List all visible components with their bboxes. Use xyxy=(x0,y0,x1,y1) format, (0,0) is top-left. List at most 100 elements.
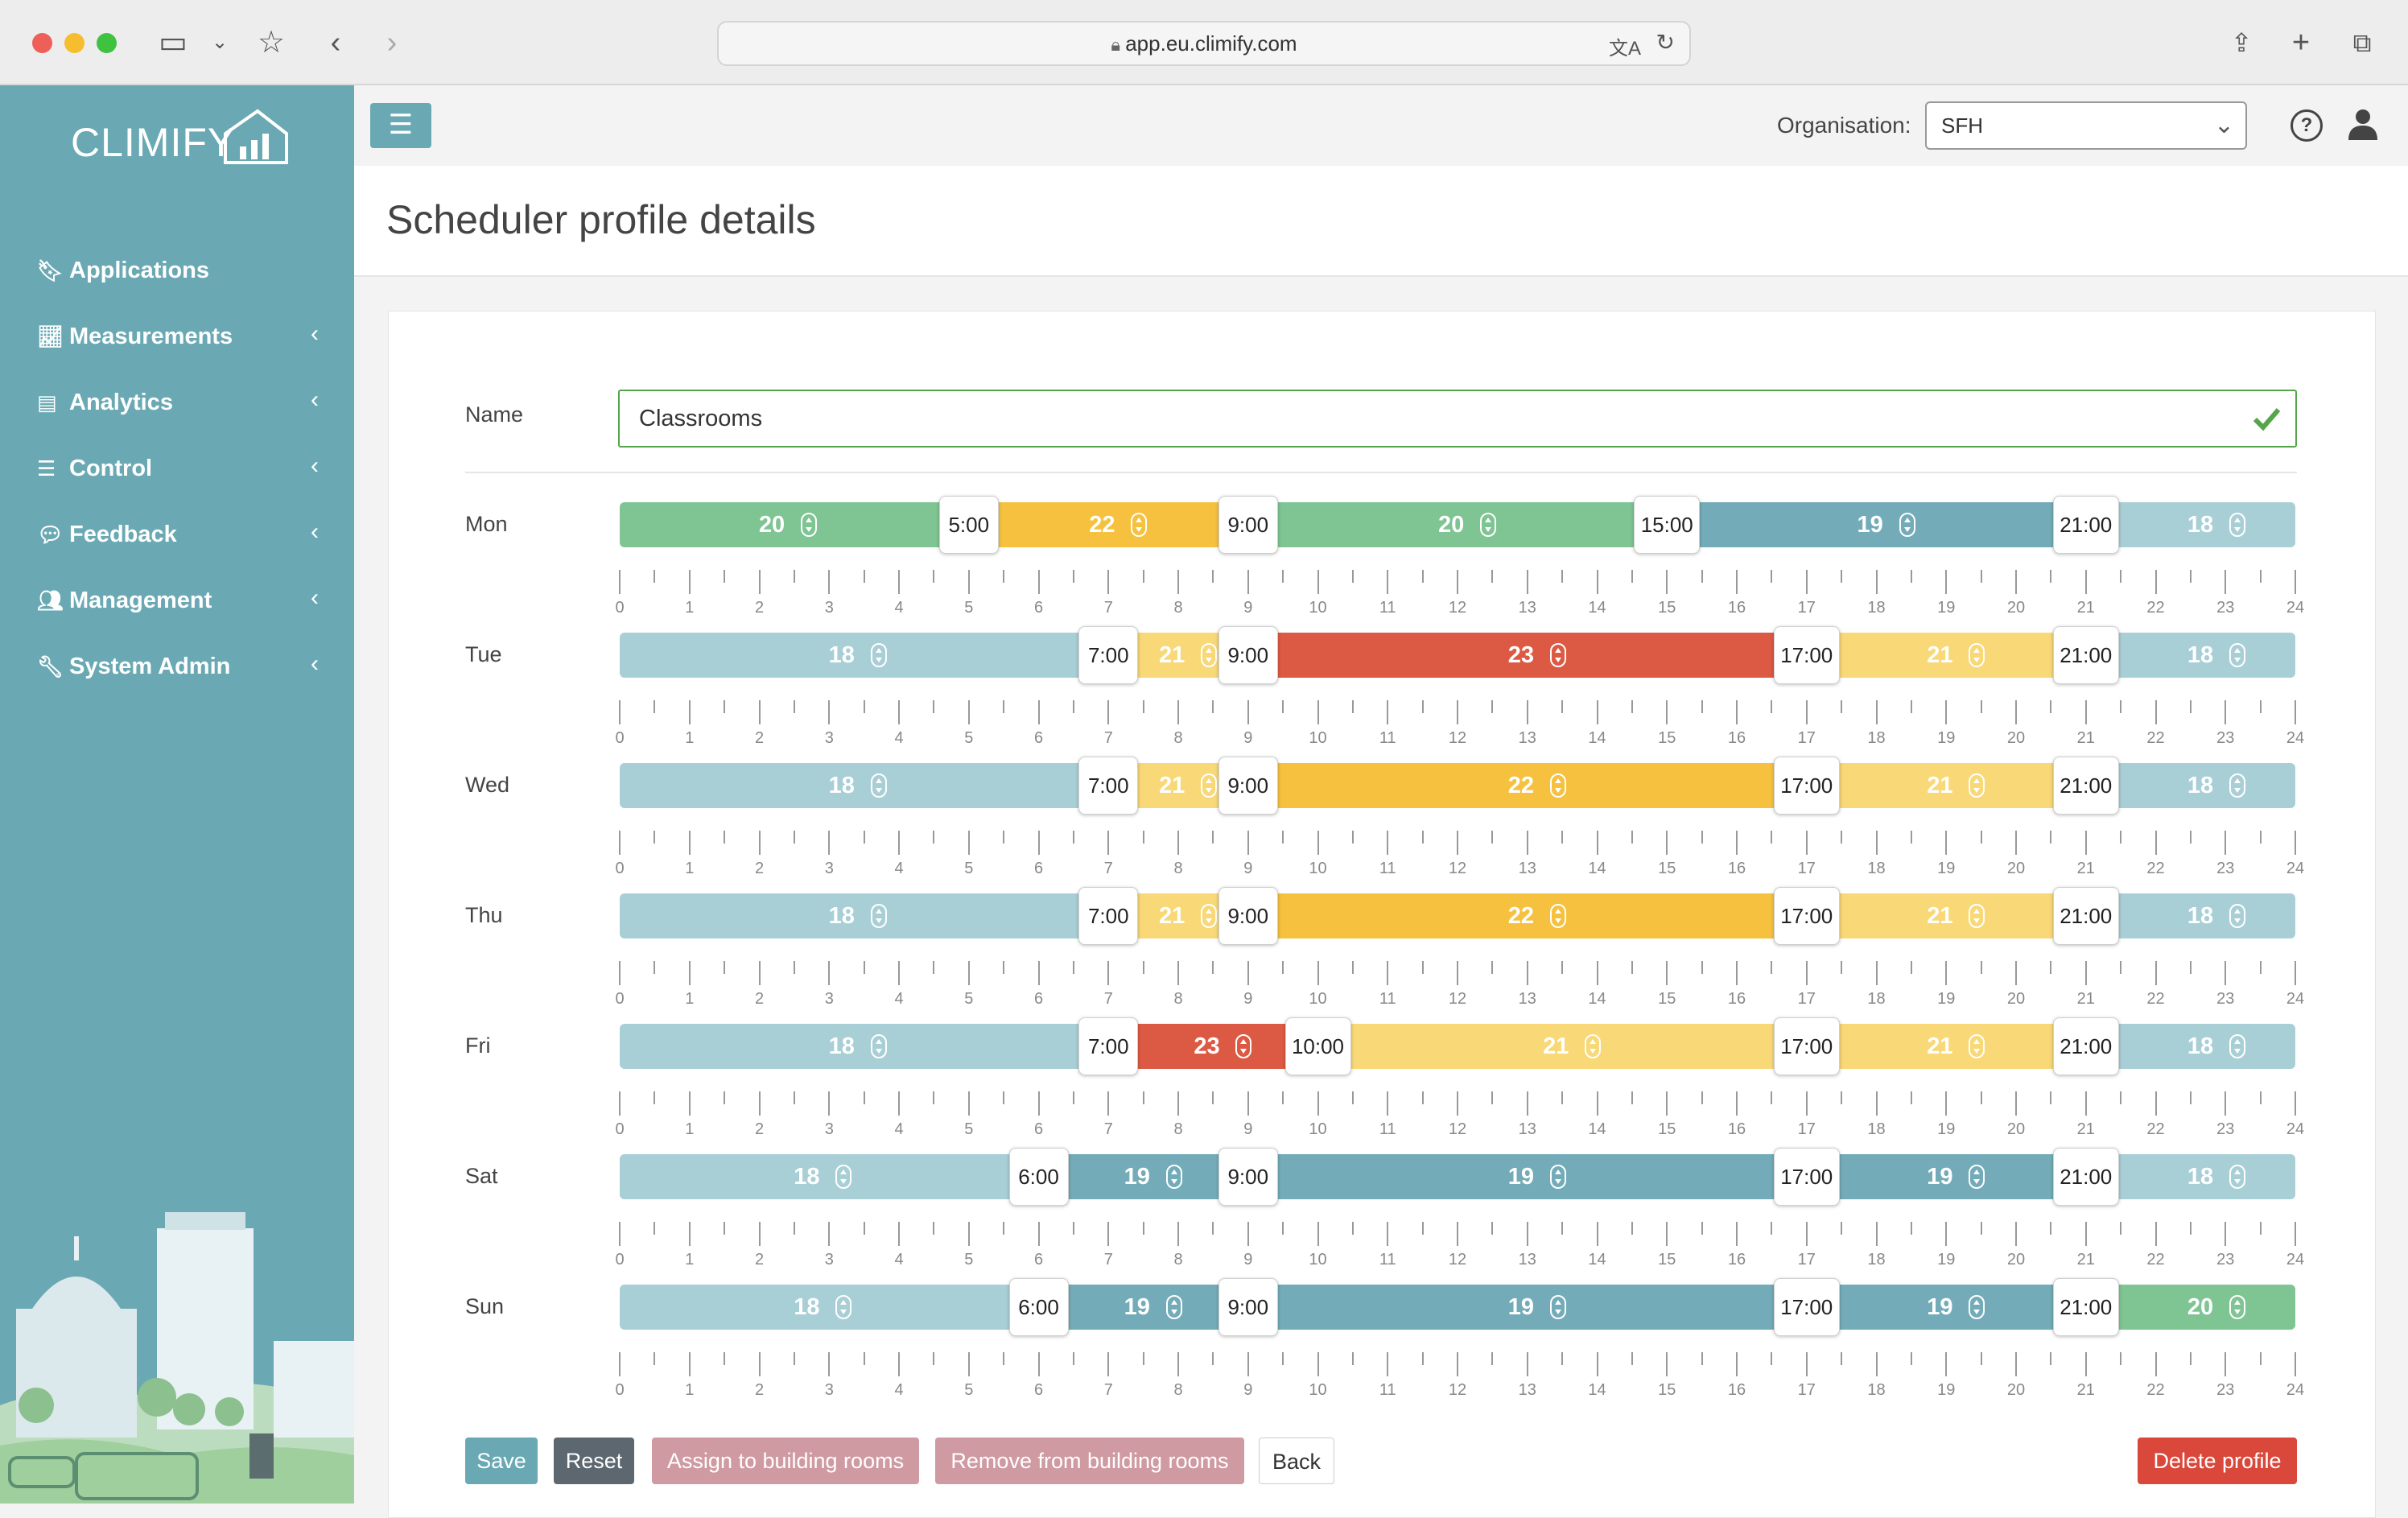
time-handle[interactable]: 21:00 xyxy=(2052,757,2119,815)
temperature-stepper-icon[interactable] xyxy=(1969,643,1985,667)
temperature-stepper-icon[interactable] xyxy=(1549,904,1566,928)
sidebar-item-management[interactable]: 👥︎ Management ‹ xyxy=(37,584,319,613)
time-handle[interactable]: 17:00 xyxy=(1773,626,1840,684)
address-bar[interactable]: 🔒︎ app.eu.climify.com 文A ↻ xyxy=(717,21,1691,66)
schedule-segment[interactable]: 18 xyxy=(2085,502,2295,547)
temperature-stepper-icon[interactable] xyxy=(1131,513,1148,537)
temperature-stepper-icon[interactable] xyxy=(2229,773,2245,798)
sidebar-item-feedback[interactable]: 💬︎ Feedback ‹ xyxy=(37,518,319,547)
temperature-stepper-icon[interactable] xyxy=(1201,904,1217,928)
time-handle[interactable]: 17:00 xyxy=(1773,757,1840,815)
reload-icon[interactable]: ↻ xyxy=(1656,30,1675,55)
time-handle[interactable]: 6:00 xyxy=(1008,1278,1069,1336)
temperature-stepper-icon[interactable] xyxy=(1201,773,1217,798)
schedule-segment[interactable]: 23 xyxy=(1247,633,1807,678)
temperature-stepper-icon[interactable] xyxy=(870,1034,887,1058)
schedule-segment[interactable]: 18 xyxy=(620,1285,1039,1330)
time-handle[interactable]: 17:00 xyxy=(1773,1148,1840,1206)
time-handle[interactable]: 6:00 xyxy=(1008,1148,1069,1206)
temperature-stepper-icon[interactable] xyxy=(870,773,887,798)
schedule-segment[interactable]: 18 xyxy=(2085,1024,2295,1069)
time-handle[interactable]: 9:00 xyxy=(1218,887,1278,945)
schedule-segment[interactable]: 18 xyxy=(2085,763,2295,808)
schedule-segment[interactable]: 18 xyxy=(620,763,1109,808)
sidebar-item-applications[interactable]: 🔖︎ Applications xyxy=(37,257,210,283)
schedule-segment[interactable]: 19 xyxy=(1247,1285,1807,1330)
schedule-segment[interactable]: 19 xyxy=(1247,1154,1807,1199)
time-handle[interactable]: 17:00 xyxy=(1773,887,1840,945)
help-icon[interactable]: ? xyxy=(2290,109,2323,142)
time-handle[interactable]: 17:00 xyxy=(1773,1017,1840,1075)
temperature-stepper-icon[interactable] xyxy=(1969,904,1985,928)
schedule-segment[interactable]: 21 xyxy=(1317,1024,1807,1069)
time-handle[interactable]: 7:00 xyxy=(1078,626,1139,684)
temperature-stepper-icon[interactable] xyxy=(1969,1295,1985,1319)
temperature-stepper-icon[interactable] xyxy=(1165,1295,1182,1319)
forward-arrow-icon[interactable]: › xyxy=(386,26,398,60)
bookmark-star-icon[interactable]: ☆ xyxy=(257,26,286,60)
temperature-stepper-icon[interactable] xyxy=(1549,643,1566,667)
sidebar-item-system-admin[interactable]: 🔧︎ System Admin ‹ xyxy=(37,650,319,679)
schedule-segment[interactable]: 18 xyxy=(2085,1154,2295,1199)
schedule-segment[interactable]: 21 xyxy=(1806,893,2086,938)
time-handle[interactable]: 9:00 xyxy=(1218,757,1278,815)
temperature-stepper-icon[interactable] xyxy=(2229,643,2245,667)
schedule-segment[interactable]: 19 xyxy=(1038,1154,1248,1199)
tab-overview-icon[interactable]: ⧉ xyxy=(2352,28,2372,57)
temperature-stepper-icon[interactable] xyxy=(1969,1034,1985,1058)
time-handle[interactable]: 21:00 xyxy=(2052,1017,2119,1075)
temperature-stepper-icon[interactable] xyxy=(1969,1165,1985,1189)
schedule-segment[interactable]: 20 xyxy=(1247,502,1668,547)
temperature-stepper-icon[interactable] xyxy=(835,1295,852,1319)
temperature-stepper-icon[interactable] xyxy=(2229,1295,2245,1319)
temperature-stepper-icon[interactable] xyxy=(1899,513,1915,537)
back-button[interactable]: Back xyxy=(1259,1438,1334,1484)
name-input[interactable]: Classrooms xyxy=(618,390,2297,448)
time-handle[interactable]: 9:00 xyxy=(1218,626,1278,684)
schedule-segment[interactable]: 21 xyxy=(1806,763,2086,808)
temperature-stepper-icon[interactable] xyxy=(1480,513,1496,537)
time-handle[interactable]: 7:00 xyxy=(1078,757,1139,815)
new-tab-icon[interactable]: + xyxy=(2291,26,2311,60)
temperature-stepper-icon[interactable] xyxy=(835,1165,852,1189)
schedule-segment[interactable]: 20 xyxy=(620,502,969,547)
user-icon[interactable] xyxy=(2345,106,2381,142)
time-handle[interactable]: 21:00 xyxy=(2052,1148,2119,1206)
temperature-stepper-icon[interactable] xyxy=(1165,1165,1182,1189)
schedule-segment[interactable]: 19 xyxy=(1667,502,2086,547)
temperature-stepper-icon[interactable] xyxy=(1549,773,1566,798)
temperature-stepper-icon[interactable] xyxy=(2229,513,2245,537)
close-window-icon[interactable] xyxy=(32,33,52,53)
temperature-stepper-icon[interactable] xyxy=(870,643,887,667)
schedule-segment[interactable]: 22 xyxy=(968,502,1248,547)
minimize-window-icon[interactable] xyxy=(64,33,85,53)
temperature-stepper-icon[interactable] xyxy=(2229,1034,2245,1058)
time-handle[interactable]: 21:00 xyxy=(2052,1278,2119,1336)
schedule-segment[interactable]: 19 xyxy=(1806,1154,2086,1199)
time-handle[interactable]: 21:00 xyxy=(2052,496,2119,554)
time-handle[interactable]: 17:00 xyxy=(1773,1278,1840,1336)
temperature-stepper-icon[interactable] xyxy=(1549,1295,1566,1319)
hamburger-menu-button[interactable]: ☰ xyxy=(370,103,431,148)
sidebar-item-control[interactable]: ☰ Control ‹ xyxy=(37,452,319,481)
sidebar-toggle-icon[interactable]: ▭ xyxy=(159,26,188,60)
back-arrow-icon[interactable]: ‹ xyxy=(330,26,341,60)
schedule-segment[interactable]: 21 xyxy=(1806,1024,2086,1069)
delete-profile-button[interactable]: Delete profile xyxy=(2138,1438,2297,1484)
time-handle[interactable]: 21:00 xyxy=(2052,887,2119,945)
temperature-stepper-icon[interactable] xyxy=(1201,643,1217,667)
time-handle[interactable]: 5:00 xyxy=(938,496,999,554)
time-handle[interactable]: 9:00 xyxy=(1218,1148,1278,1206)
time-handle[interactable]: 10:00 xyxy=(1284,1017,1351,1075)
translate-icon[interactable]: 文A xyxy=(1608,38,1641,60)
schedule-segment[interactable]: 22 xyxy=(1247,763,1807,808)
time-handle[interactable]: 21:00 xyxy=(2052,626,2119,684)
schedule-segment[interactable]: 18 xyxy=(620,1154,1039,1199)
time-handle[interactable]: 9:00 xyxy=(1218,1278,1278,1336)
time-handle[interactable]: 7:00 xyxy=(1078,1017,1139,1075)
sidebar-item-measurements[interactable]: 📈︎ Measurements ‹ xyxy=(37,320,319,349)
organisation-select[interactable]: SFH ⌄ xyxy=(1925,101,2247,150)
schedule-segment[interactable]: 18 xyxy=(620,893,1109,938)
schedule-segment[interactable]: 19 xyxy=(1806,1285,2086,1330)
schedule-segment[interactable]: 19 xyxy=(1038,1285,1248,1330)
